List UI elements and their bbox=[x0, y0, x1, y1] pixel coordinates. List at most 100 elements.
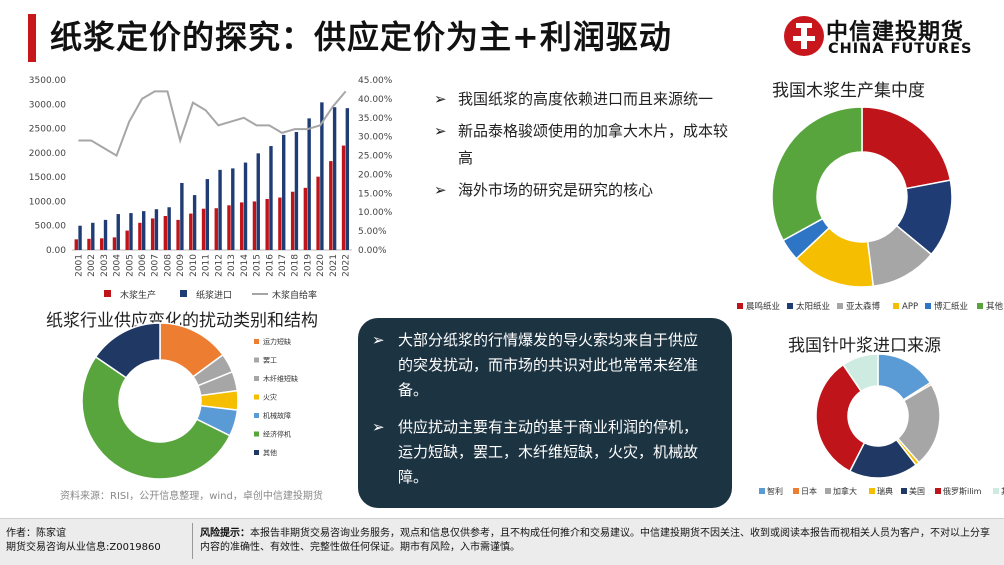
key-point: ➢ 我国纸浆的高度依赖进口而且来源统一 bbox=[434, 86, 734, 113]
y-right-tick-label: 20.00% bbox=[358, 170, 393, 180]
legend-item: 晨鸣纸业 bbox=[737, 301, 780, 312]
legend-swatch bbox=[254, 357, 259, 363]
x-tick-label: 2017 bbox=[278, 254, 288, 277]
legend-label: 瑞典 bbox=[877, 486, 893, 496]
citic-logo-icon bbox=[784, 16, 824, 56]
legend-item: 其他 bbox=[993, 486, 1004, 496]
legend-item: 机械故障 bbox=[254, 411, 291, 420]
softwood-import-source-chart: 智利 日本 加拿大 瑞典 美国 俄罗斯ilim 其他 bbox=[759, 353, 1004, 496]
legend-swatch bbox=[977, 303, 983, 309]
bar-import bbox=[231, 168, 235, 250]
y-right-tick-label: 5.00% bbox=[358, 227, 387, 237]
x-tick-label: 2012 bbox=[214, 254, 224, 277]
legend-label: 木浆生产 bbox=[120, 289, 156, 301]
x-tick-label: 2009 bbox=[176, 254, 186, 277]
legend-label: 俄罗斯ilim bbox=[943, 486, 982, 496]
legend-swatch bbox=[737, 303, 743, 309]
legend-item: 纸浆进口 bbox=[180, 289, 232, 301]
y-left-tick-label: 500.00 bbox=[35, 222, 67, 232]
y-left-tick-label: 3000.00 bbox=[29, 100, 66, 110]
legend-label: 罢工 bbox=[263, 357, 277, 365]
note-text: 供应扰动主要有主动的基于商业利润的停机，运力短缺，罢工，木纤维短缺，火灾，机械故… bbox=[398, 418, 699, 486]
legend-label: 木纤维短缺 bbox=[263, 374, 298, 383]
supply-disruption-notes: ➢ 大部分纸浆的行情爆发的导火索均来自于供应的突发扰动，而市场的共识对此也常常未… bbox=[358, 318, 732, 508]
legend-label: APP bbox=[902, 302, 918, 312]
legend-label: 太阳纸业 bbox=[796, 301, 830, 312]
legend-label: 经济停机 bbox=[263, 430, 291, 439]
legend-swatch bbox=[893, 303, 899, 309]
legend-item: 博汇纸业 bbox=[925, 301, 968, 312]
legend-swatch bbox=[254, 450, 259, 455]
legend-item: 美国 bbox=[901, 486, 925, 496]
bar-import bbox=[142, 211, 146, 250]
note-text: 大部分纸浆的行情爆发的导火索均来自于供应的突发扰动，而市场的共识对此也常常未经准… bbox=[398, 331, 699, 399]
y-right-tick-label: 35.00% bbox=[358, 114, 393, 124]
x-tick-label: 2015 bbox=[253, 254, 263, 277]
y-left-tick-label: 0.00 bbox=[46, 246, 66, 256]
bar-production bbox=[214, 208, 218, 250]
legend-item: 亚太森博 bbox=[837, 301, 881, 312]
bar-production bbox=[265, 199, 269, 250]
legend-label: 其他 bbox=[986, 301, 1004, 312]
legend-item: 火灾 bbox=[254, 393, 277, 402]
donut-slice bbox=[815, 363, 866, 473]
legend-item: 太阳纸业 bbox=[787, 301, 830, 312]
legend-item: 木浆自给率 bbox=[252, 289, 317, 301]
bar-production bbox=[316, 176, 320, 250]
y-right-tick-label: 10.00% bbox=[358, 208, 393, 218]
y-right-tick-label: 0.00% bbox=[358, 246, 387, 256]
legend-item: 其他 bbox=[254, 448, 277, 457]
y-right-tick-label: 45.00% bbox=[358, 76, 393, 86]
legend-swatch bbox=[254, 431, 259, 437]
legend-swatch bbox=[993, 488, 999, 494]
supply-disruption-title: 纸浆行业供应变化的扰动类别和结构 bbox=[46, 311, 318, 331]
x-tick-label: 2001 bbox=[74, 254, 84, 277]
bar-production bbox=[125, 230, 129, 250]
bar-production bbox=[341, 145, 346, 250]
x-tick-label: 2013 bbox=[227, 254, 237, 277]
legend-swatch bbox=[935, 488, 941, 494]
arrow-bullet-icon: ➢ bbox=[434, 181, 447, 199]
legend-label: 纸浆进口 bbox=[196, 289, 232, 301]
bar-import bbox=[154, 209, 159, 250]
legend-swatch bbox=[869, 488, 875, 494]
key-point: ➢ 海外市场的研究是研究的核心 bbox=[434, 177, 734, 204]
title-accent-bar bbox=[28, 14, 36, 62]
y-left-tick-label: 1000.00 bbox=[29, 197, 66, 207]
x-tick-label: 2006 bbox=[138, 254, 148, 277]
legend-swatch bbox=[254, 413, 259, 418]
key-point-text: 我国纸浆的高度依赖进口而且来源统一 bbox=[458, 90, 714, 108]
x-tick-label: 2016 bbox=[265, 254, 275, 277]
legend-swatch bbox=[254, 376, 259, 381]
arrow-bullet-icon: ➢ bbox=[434, 90, 447, 108]
x-tick-label: 2018 bbox=[291, 254, 301, 277]
bar-import bbox=[116, 214, 120, 250]
bar-import bbox=[243, 162, 248, 250]
donut-slice bbox=[81, 355, 231, 480]
bar-production bbox=[252, 201, 257, 250]
bar-import bbox=[294, 131, 299, 250]
legend-item: APP bbox=[893, 302, 918, 312]
donut-slice bbox=[842, 353, 879, 393]
legend-swatch bbox=[787, 303, 793, 309]
legend-swatch bbox=[925, 303, 931, 309]
bar-production bbox=[138, 222, 142, 250]
y-left-tick-label: 2000.00 bbox=[29, 149, 66, 159]
y-left-tick-label: 3500.00 bbox=[29, 76, 66, 86]
legend-label: 日本 bbox=[801, 486, 817, 496]
softwood-import-source-title: 我国针叶浆进口来源 bbox=[788, 336, 941, 356]
legend-label: 机械故障 bbox=[263, 411, 291, 420]
bar-production bbox=[290, 191, 295, 250]
logo-english-name: CHINA FUTURES bbox=[828, 41, 973, 57]
page-title: 纸浆定价的探究：供应定价为主+利润驱动 bbox=[50, 18, 672, 56]
legend-item: 俄罗斯ilim bbox=[935, 486, 982, 496]
x-tick-label: 2007 bbox=[151, 254, 161, 277]
bar-production bbox=[303, 187, 308, 250]
x-tick-label: 2002 bbox=[87, 254, 97, 277]
x-tick-label: 2020 bbox=[316, 254, 326, 277]
bar-import bbox=[129, 213, 133, 250]
key-points-list: ➢ 我国纸浆的高度依赖进口而且来源统一 ➢ 新品泰格骏颂使用的加拿大木片，成本较… bbox=[434, 86, 734, 209]
self-sufficiency-line bbox=[78, 90, 347, 158]
bar-production bbox=[227, 205, 231, 250]
legend-label: 美国 bbox=[909, 486, 925, 496]
